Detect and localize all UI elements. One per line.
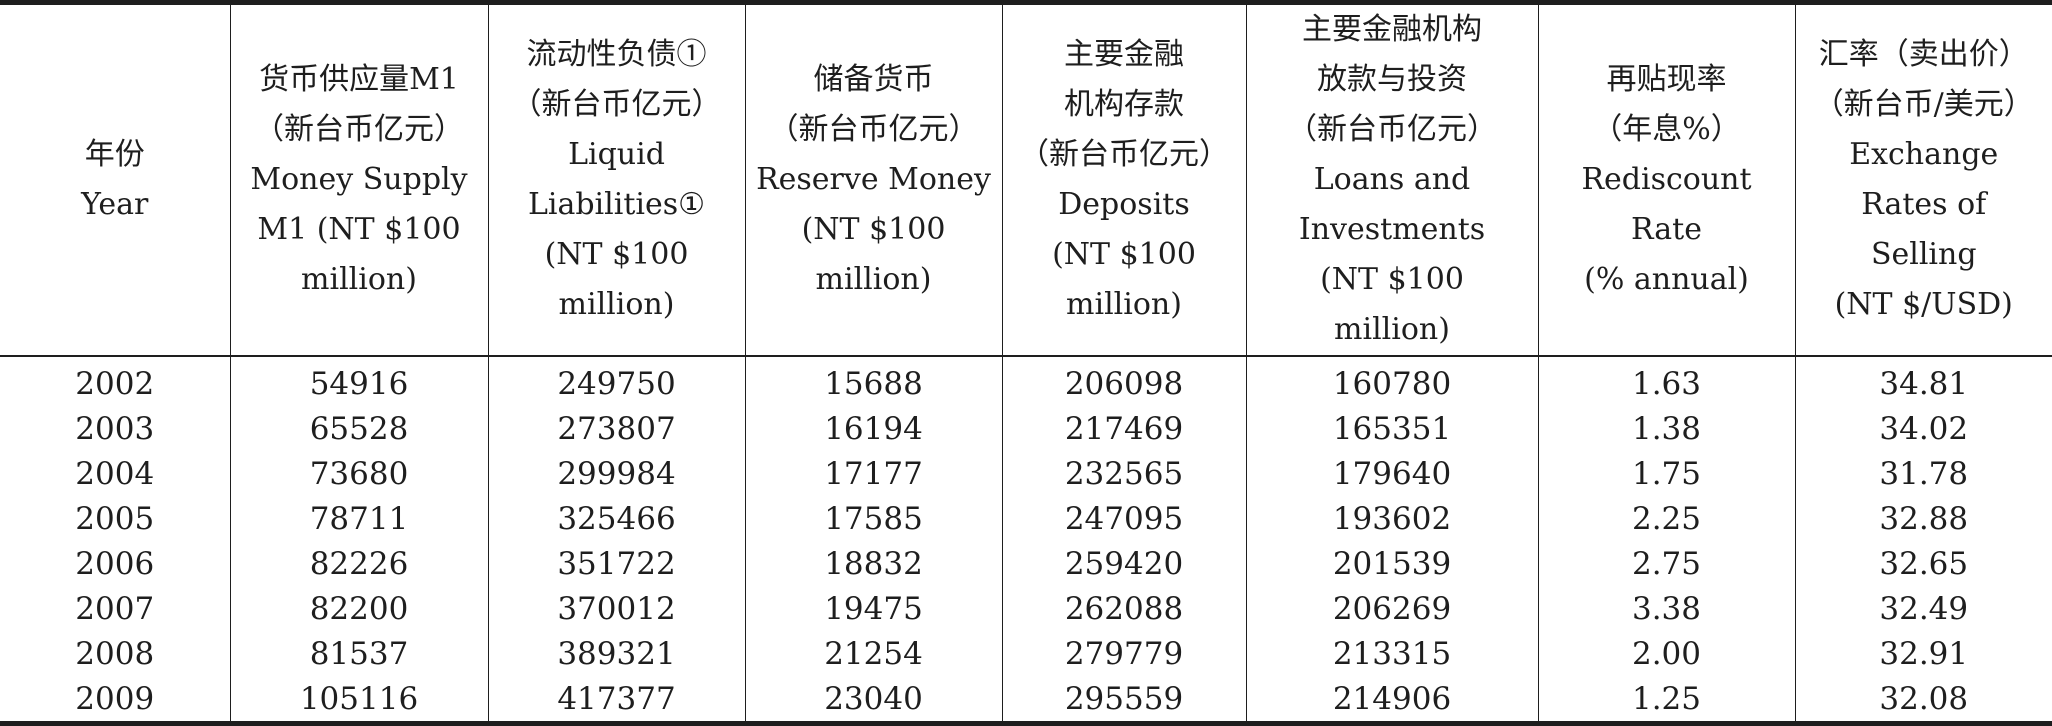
cell-rediscount-rate: 3.38 [1537,586,1795,631]
cell-reserve-money: 18832 [744,541,1002,586]
cell-loans-investments: 165351 [1245,406,1538,451]
table-row: 2003 65528 273807 16194 217469 165351 1.… [0,406,2052,451]
table-row: 2009 105116 417377 23040 295559 214906 1… [0,676,2052,726]
cell-rediscount-rate: 1.25 [1537,676,1795,726]
cell-rediscount-rate: 1.75 [1537,451,1795,496]
cell-year: 2008 [75,635,155,672]
cell-deposits: 217469 [1001,406,1246,451]
cell-year: 2009 [0,676,230,726]
cell-reserve-money: 19475 [744,586,1002,631]
cell-reserve-money: 17585 [744,496,1002,541]
cell-deposits: 262088 [1001,586,1246,631]
cell-exchange-rate: 32.91 [1794,631,2052,676]
cell-loans-investments: 206269 [1245,586,1538,631]
cell-money-supply-m1: 82226 [229,541,488,586]
cell-reserve-money: 15688 [744,356,1002,406]
cell-liquid-liabilities: 299984 [487,451,745,496]
cell-year: 2006 [75,545,155,582]
cell-rediscount-rate: 2.00 [1537,631,1795,676]
cell-year: 2004 [75,455,155,492]
header-deposits: 主要金融 机构存款 （新台币亿元） Deposits (NT $100 mill… [1001,0,1246,357]
cell-deposits: 295559 [1001,676,1246,726]
cell-exchange-rate: 32.49 [1794,586,2052,631]
header-row: 年份 Year 货币供应量M1 （新台币亿元） Money Supply M1 … [0,0,2052,357]
cell-liquid-liabilities: 389321 [487,631,745,676]
cell-loans-investments: 179640 [1245,451,1538,496]
cell-money-supply-m1: 54916 [229,356,488,406]
cell-deposits: 232565 [1001,451,1246,496]
header-liquid-liabilities: 流动性负债① （新台币亿元） Liquid Liabilities① (NT $… [487,0,745,357]
cell-exchange-rate: 34.02 [1794,406,2052,451]
cell-rediscount-rate: 1.63 [1537,356,1795,406]
cell-deposits: 247095 [1001,496,1246,541]
cell-exchange-rate: 32.65 [1794,541,2052,586]
cell-deposits: 279779 [1001,631,1246,676]
cell-reserve-money: 16194 [744,406,1002,451]
table-row: 2004 73680 299984 17177 232565 179640 1.… [0,451,2052,496]
cell-exchange-rate: 32.08 [1794,676,2052,726]
cell-year: 2005 [75,500,155,537]
cell-exchange-rate: 31.78 [1794,451,2052,496]
table-row: 2008 81537 389321 21254 279779 213315 2.… [0,631,2052,676]
table-row: 2006 82226 351722 18832 259420 201539 2.… [0,541,2052,586]
cell-rediscount-rate: 1.38 [1537,406,1795,451]
header-year: 年份 Year [0,0,230,357]
table-row: 2005 78711 325466 17585 247095 193602 2.… [0,496,2052,541]
table-row: 2007 82200 370012 19475 262088 206269 3.… [0,586,2052,631]
header-exchange-rate: 汇率（卖出价） （新台币/美元） Exchange Rates of Selli… [1794,0,2052,357]
cell-loans-investments: 214906 [1245,676,1538,726]
cell-year: 2003 [75,410,155,447]
cell-loans-investments: 213315 [1245,631,1538,676]
cell-money-supply-m1: 78711 [229,496,488,541]
header-reserve-money: 储备货币 （新台币亿元） Reserve Money (NT $100 mill… [744,0,1002,357]
cell-deposits: 259420 [1001,541,1246,586]
cell-rediscount-rate: 2.25 [1537,496,1795,541]
cell-reserve-money: 17177 [744,451,1002,496]
cell-exchange-rate: 34.81 [1794,356,2052,406]
cell-reserve-money: 21254 [744,631,1002,676]
cell-money-supply-m1: 73680 [229,451,488,496]
cell-loans-investments: 160780 [1245,356,1538,406]
cell-liquid-liabilities: 249750 [487,356,745,406]
cell-deposits: 206098 [1001,356,1246,406]
table-row: 2002 54916 249750 15688 206098 160780 1.… [0,356,2052,406]
cell-money-supply-m1: 81537 [229,631,488,676]
cell-money-supply-m1: 82200 [229,586,488,631]
cell-loans-investments: 201539 [1245,541,1538,586]
cell-loans-investments: 193602 [1245,496,1538,541]
cell-exchange-rate: 32.88 [1794,496,2052,541]
cell-liquid-liabilities: 325466 [487,496,745,541]
cell-reserve-money: 23040 [744,676,1002,726]
cell-money-supply-m1: 105116 [229,676,488,726]
cell-year: 2002 [75,365,155,402]
cell-money-supply-m1: 65528 [229,406,488,451]
cell-year: 2007 [75,590,155,627]
header-loans-investments: 主要金融机构 放款与投资 （新台币亿元） Loans and Investmen… [1245,0,1538,357]
cell-liquid-liabilities: 273807 [487,406,745,451]
cell-rediscount-rate: 2.75 [1537,541,1795,586]
cell-liquid-liabilities: 417377 [487,676,745,726]
header-rediscount-rate: 再贴现率 （年息%） Rediscount Rate (% annual) [1537,0,1795,357]
cell-liquid-liabilities: 370012 [487,586,745,631]
cell-liquid-liabilities: 351722 [487,541,745,586]
header-money-supply-m1: 货币供应量M1 （新台币亿元） Money Supply M1 (NT $100… [229,0,488,357]
